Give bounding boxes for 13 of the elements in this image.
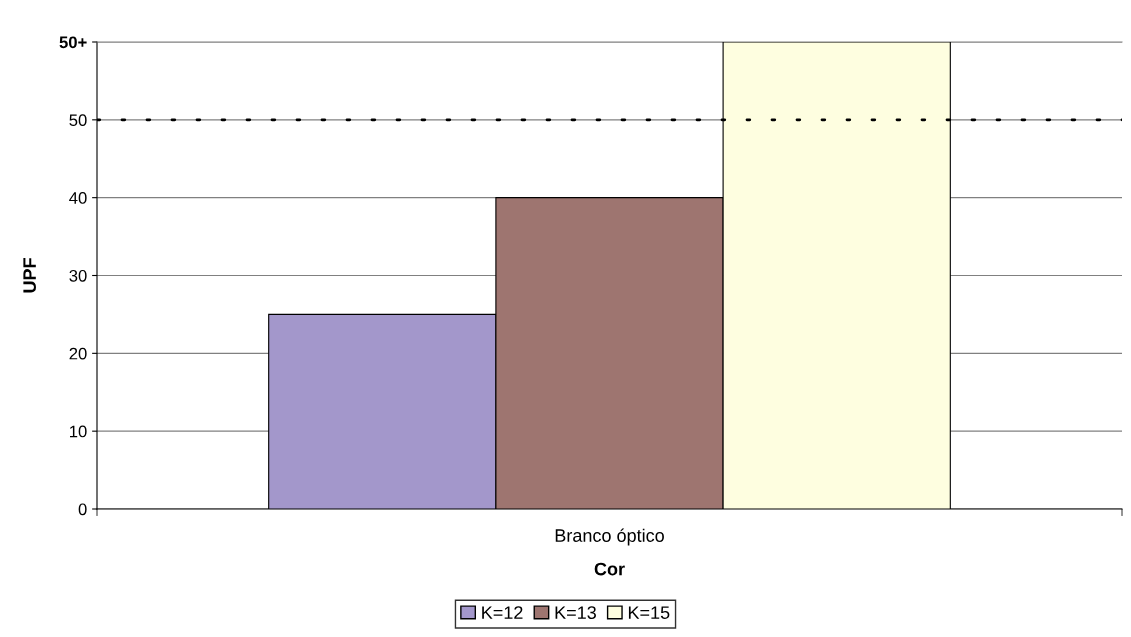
x-axis-title: Cor — [594, 562, 625, 576]
legend-label: K=12 — [482, 606, 523, 619]
legend-label: K=13 — [555, 606, 596, 619]
y-tick-label: 50 — [69, 114, 87, 127]
y-tick-label: 20 — [69, 347, 87, 360]
y-tick-label: 10 — [70, 425, 87, 438]
y-tick-label: 40 — [69, 192, 87, 204]
y-tick-label: 0 — [78, 503, 87, 516]
x-tick-label: Branco óptico — [555, 528, 664, 546]
y-tick-label: 30 — [69, 269, 87, 282]
legend-label: K=15 — [628, 606, 670, 619]
y-tick-label: 50+ — [59, 36, 87, 49]
y-axis-title: UPF — [23, 258, 36, 293]
